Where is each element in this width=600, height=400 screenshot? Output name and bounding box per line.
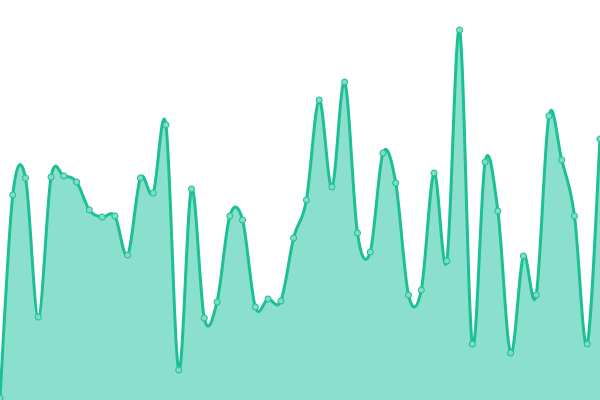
data-point-44 <box>558 156 566 164</box>
data-point-3 <box>34 313 42 321</box>
data-point-25 <box>315 96 323 104</box>
data-point-18 <box>226 212 234 220</box>
data-points <box>0 26 600 400</box>
data-point-12 <box>149 189 157 197</box>
data-point-29 <box>366 248 374 256</box>
data-point-17 <box>213 298 221 306</box>
data-point-34 <box>430 169 438 177</box>
data-point-2 <box>22 174 30 182</box>
data-point-4 <box>47 173 55 181</box>
data-point-16 <box>200 314 208 322</box>
data-point-8 <box>98 213 106 221</box>
data-point-24 <box>302 196 310 204</box>
data-point-45 <box>570 212 578 220</box>
data-point-11 <box>136 174 144 182</box>
data-point-36 <box>456 26 464 34</box>
data-point-30 <box>379 149 387 157</box>
data-point-6 <box>73 178 81 186</box>
data-point-20 <box>251 303 259 311</box>
data-point-35 <box>443 257 451 265</box>
data-point-26 <box>328 183 336 191</box>
data-point-7 <box>85 206 93 214</box>
data-point-9 <box>111 212 119 220</box>
data-point-15 <box>187 185 195 193</box>
data-point-42 <box>532 291 540 299</box>
data-point-38 <box>481 158 489 166</box>
data-point-27 <box>341 78 349 86</box>
data-point-19 <box>239 216 247 224</box>
data-point-22 <box>277 297 285 305</box>
data-point-32 <box>405 291 413 299</box>
data-point-46 <box>583 340 591 348</box>
data-point-43 <box>545 112 553 120</box>
data-point-23 <box>290 234 298 242</box>
data-point-21 <box>264 295 272 303</box>
data-point-39 <box>494 207 502 215</box>
data-point-47 <box>596 135 600 143</box>
data-point-14 <box>175 366 183 374</box>
data-point-33 <box>417 286 425 294</box>
series-line <box>0 28 600 399</box>
data-point-5 <box>60 172 68 180</box>
data-point-31 <box>392 179 400 187</box>
data-point-0 <box>0 394 4 400</box>
data-point-13 <box>162 121 170 129</box>
data-point-1 <box>9 191 17 199</box>
data-point-41 <box>519 252 527 260</box>
data-point-10 <box>124 251 132 259</box>
data-point-40 <box>507 349 515 357</box>
area-fill <box>0 29 600 400</box>
data-point-37 <box>468 340 476 348</box>
data-point-28 <box>353 229 361 237</box>
